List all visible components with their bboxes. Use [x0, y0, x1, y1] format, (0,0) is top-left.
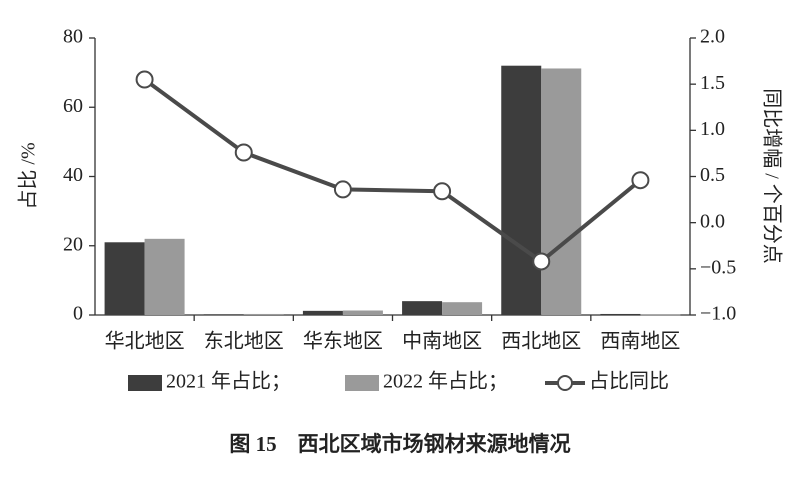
y2-tick-label: 0.0	[700, 210, 725, 232]
bar	[501, 65, 542, 315]
y2-tick-label: −0.5	[700, 256, 736, 278]
bar	[104, 242, 145, 315]
line-point	[135, 70, 154, 89]
line-point	[631, 171, 650, 190]
x-tick-label: 西南地区	[600, 330, 680, 353]
x-tick-label: 华东地区	[303, 330, 383, 353]
y-tick-label: 0	[73, 303, 83, 325]
bar	[402, 301, 443, 315]
bar	[243, 313, 284, 315]
bar	[302, 310, 343, 315]
x-tick-label: 华北地区	[105, 330, 185, 353]
bar	[541, 68, 582, 315]
legend-swatch	[345, 375, 379, 391]
line-point	[333, 180, 352, 199]
y-tick-label: 60	[63, 95, 83, 117]
line-point	[532, 252, 551, 271]
bar	[342, 310, 383, 315]
x-tick-label: 西北地区	[501, 330, 581, 353]
legend-label: 占比同比	[589, 370, 669, 393]
legend-label: 2021 年占比；	[166, 370, 291, 393]
x-tick-label: 中南地区	[402, 330, 482, 353]
y-tick-label: 80	[63, 26, 83, 48]
y-axis-title: 占比 /%	[17, 142, 40, 209]
y-tick-label: 40	[63, 164, 83, 186]
bar	[203, 314, 244, 316]
line-point	[234, 143, 253, 162]
chart-caption: 图 15 西北区域市场钢材来源地情况	[229, 432, 570, 456]
y2-tick-label: 1.5	[700, 72, 725, 94]
y2-tick-label: 0.5	[700, 164, 725, 186]
y2-axis-title: 同比增幅 / 个百分点	[760, 88, 783, 264]
bar	[442, 302, 483, 315]
bar	[600, 313, 641, 315]
y2-tick-label: 1.0	[700, 118, 725, 140]
legend-swatch	[557, 375, 573, 391]
x-tick-label: 东北地区	[204, 330, 284, 353]
bar	[640, 314, 681, 316]
y2-tick-label: −1.0	[700, 303, 736, 325]
line	[143, 77, 642, 264]
y-tick-label: 20	[63, 233, 83, 255]
line-point	[433, 182, 452, 201]
y2-tick-label: 2.0	[700, 26, 725, 48]
legend-swatch	[128, 375, 162, 391]
bar	[144, 238, 185, 315]
legend-label: 2022 年占比；	[383, 370, 508, 393]
